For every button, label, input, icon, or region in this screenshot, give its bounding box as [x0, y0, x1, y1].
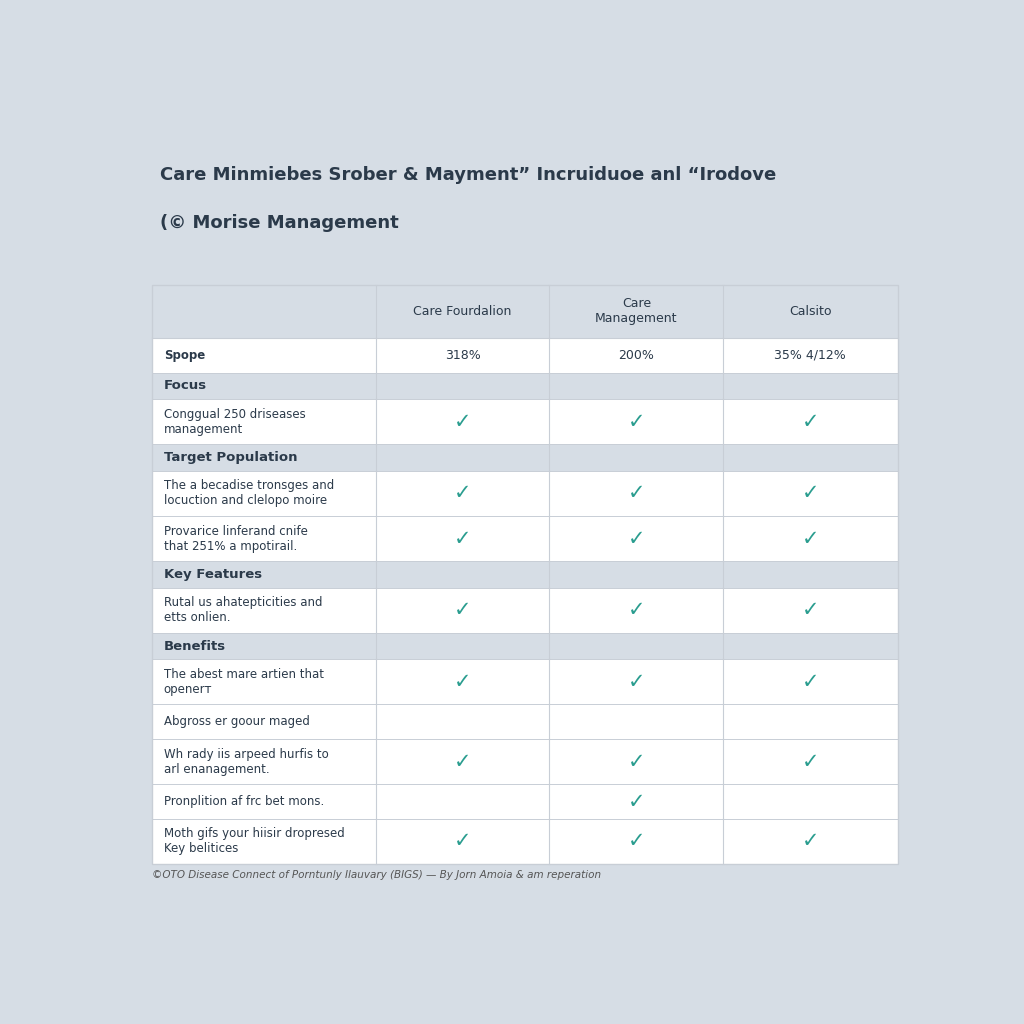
FancyBboxPatch shape — [152, 588, 898, 633]
Text: Moth gifs your hiisir dropresed
Key belitices: Moth gifs your hiisir dropresed Key beli… — [164, 827, 344, 855]
FancyBboxPatch shape — [152, 373, 898, 399]
FancyBboxPatch shape — [152, 285, 898, 864]
Text: Key Features: Key Features — [164, 568, 262, 581]
Text: ✓: ✓ — [628, 412, 645, 432]
Text: ✓: ✓ — [454, 412, 471, 432]
Text: Focus: Focus — [164, 379, 207, 392]
Text: ✓: ✓ — [454, 528, 471, 549]
Text: Care Fourdalion: Care Fourdalion — [414, 305, 512, 317]
Text: Abgross er goour maged: Abgross er goour maged — [164, 715, 309, 728]
FancyBboxPatch shape — [152, 146, 898, 285]
Text: ✓: ✓ — [628, 752, 645, 772]
Text: Care Minmiebes Srober & Mayment” Incruiduoe anl “Irodove: Care Minmiebes Srober & Mayment” Incruid… — [160, 166, 776, 184]
Text: ✓: ✓ — [454, 752, 471, 772]
Text: ✓: ✓ — [802, 831, 819, 851]
FancyBboxPatch shape — [152, 399, 898, 444]
FancyBboxPatch shape — [152, 444, 898, 471]
FancyBboxPatch shape — [152, 819, 898, 864]
Text: ✓: ✓ — [802, 483, 819, 504]
Text: ✓: ✓ — [454, 831, 471, 851]
Text: ✓: ✓ — [628, 600, 645, 621]
Text: Care
Management: Care Management — [595, 297, 678, 326]
FancyBboxPatch shape — [152, 659, 898, 705]
Text: Conggual 250 driseases
management: Conggual 250 driseases management — [164, 408, 305, 435]
Text: ✓: ✓ — [628, 528, 645, 549]
Text: Pronplition af frc bet mons.: Pronplition af frc bet mons. — [164, 795, 324, 808]
Text: ✓: ✓ — [454, 600, 471, 621]
Text: Spope: Spope — [164, 349, 205, 361]
Text: 318%: 318% — [444, 349, 480, 361]
Text: Target Population: Target Population — [164, 451, 297, 464]
FancyBboxPatch shape — [152, 784, 898, 819]
Text: Calsito: Calsito — [788, 305, 831, 317]
FancyBboxPatch shape — [152, 471, 898, 516]
Text: ©OTO Disease Connect of Porntunly Ilauvary (BIGS) — By Jorn Amoia & am reperatio: ©OTO Disease Connect of Porntunly Ilauva… — [152, 869, 601, 880]
Text: The abest mare artien that
openerт: The abest mare artien that openerт — [164, 668, 324, 696]
Text: (© Morise Management: (© Morise Management — [160, 214, 398, 231]
Text: ✓: ✓ — [802, 752, 819, 772]
FancyBboxPatch shape — [152, 285, 898, 338]
Text: 200%: 200% — [618, 349, 654, 361]
Text: ✓: ✓ — [802, 528, 819, 549]
Text: ✓: ✓ — [802, 600, 819, 621]
Text: ✓: ✓ — [628, 831, 645, 851]
Text: ✓: ✓ — [628, 672, 645, 692]
Text: ✓: ✓ — [802, 412, 819, 432]
Text: 35% 4/12%: 35% 4/12% — [774, 349, 846, 361]
FancyBboxPatch shape — [152, 633, 898, 659]
Text: ✓: ✓ — [454, 483, 471, 504]
Text: Rutal us ahatepticities and
etts onlien.: Rutal us ahatepticities and etts onlien. — [164, 596, 323, 625]
FancyBboxPatch shape — [152, 516, 898, 561]
Text: ✓: ✓ — [454, 672, 471, 692]
Text: Benefits: Benefits — [164, 640, 226, 652]
Text: ✓: ✓ — [628, 792, 645, 812]
Text: Provarice linferand cnife
that 251% a mpotirail.: Provarice linferand cnife that 251% a mp… — [164, 524, 307, 553]
FancyBboxPatch shape — [152, 338, 898, 373]
Text: ✓: ✓ — [802, 672, 819, 692]
FancyBboxPatch shape — [152, 561, 898, 588]
FancyBboxPatch shape — [152, 739, 898, 784]
FancyBboxPatch shape — [152, 705, 898, 739]
Text: ✓: ✓ — [628, 483, 645, 504]
Text: Wh rady iis arpeed hurfis to
arl enanagement.: Wh rady iis arpeed hurfis to arl enanage… — [164, 748, 329, 775]
Text: The a becadise tronsges and
locuction and clelopo moire: The a becadise tronsges and locuction an… — [164, 479, 334, 507]
